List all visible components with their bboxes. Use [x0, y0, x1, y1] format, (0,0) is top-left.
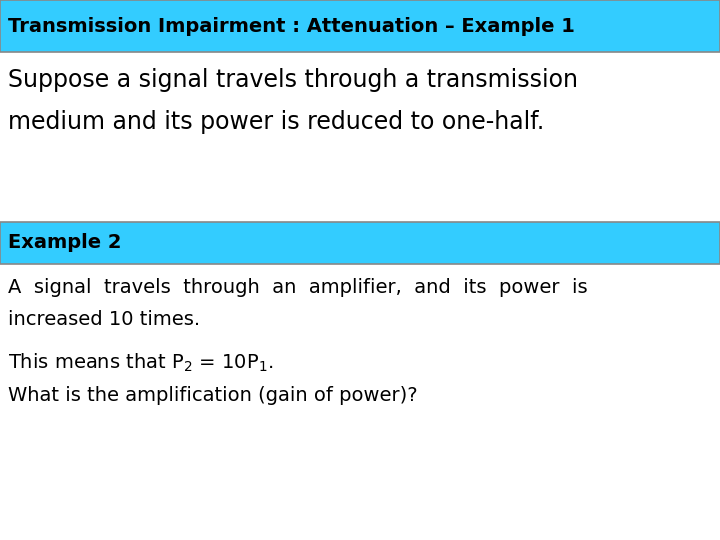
Text: Transmission Impairment : Attenuation – Example 1: Transmission Impairment : Attenuation – …: [8, 17, 575, 36]
Text: medium and its power is reduced to one-half.: medium and its power is reduced to one-h…: [8, 110, 544, 134]
Text: Example 2: Example 2: [8, 233, 122, 253]
Text: A  signal  travels  through  an  amplifier,  and  its  power  is: A signal travels through an amplifier, a…: [8, 278, 588, 297]
Text: increased 10 times.: increased 10 times.: [8, 310, 200, 329]
Bar: [0, 0, 720, 52]
Text: Suppose a signal travels through a transmission: Suppose a signal travels through a trans…: [8, 68, 578, 92]
Text: What is the amplification (gain of power)?: What is the amplification (gain of power…: [8, 386, 418, 405]
Text: This means that $\mathregular{P_2}$ = 10$\mathregular{P_1}$.: This means that $\mathregular{P_2}$ = 10…: [8, 352, 274, 374]
Bar: [0, 222, 720, 264]
